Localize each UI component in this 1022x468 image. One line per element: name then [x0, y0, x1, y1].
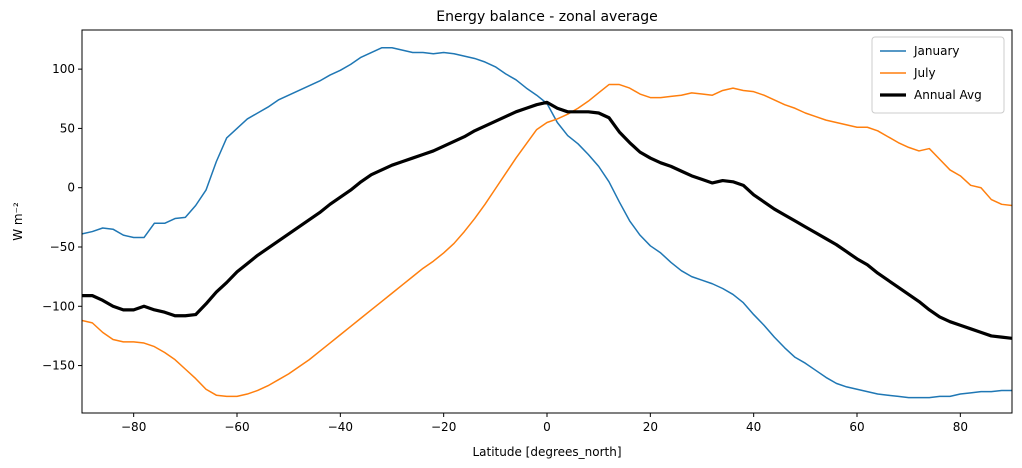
x-tick-label: 0 [543, 420, 551, 434]
legend-entry: Annual Avg [914, 88, 982, 102]
legend-entry: July [913, 66, 936, 80]
x-tick-label: −60 [224, 420, 249, 434]
y-tick-label: 50 [60, 121, 75, 135]
y-tick-label: −100 [42, 299, 75, 313]
y-tick-label: −150 [42, 359, 75, 373]
legend: January July Annual Avg [871, 36, 1005, 114]
series-layer [82, 47, 1012, 399]
y-axis-label: W m⁻² [11, 202, 25, 241]
y-axis: −150 −100 −50 0 50 100 [42, 62, 82, 373]
series-line-july [82, 83, 1012, 398]
x-tick-label: 40 [746, 420, 761, 434]
y-tick-label: 0 [67, 181, 75, 195]
x-tick-label: 80 [953, 420, 968, 434]
legend-entry: January [913, 44, 960, 58]
x-tick-label: 20 [643, 420, 658, 434]
x-tick-label: −40 [328, 420, 353, 434]
x-tick-label: 60 [849, 420, 864, 434]
chart-title: Energy balance - zonal average [436, 9, 658, 25]
x-axis-label: Latitude [degrees_north] [472, 445, 621, 459]
x-tick-label: −80 [121, 420, 146, 434]
series-line-annual-avg [82, 100, 1012, 340]
x-axis: −80 −60 −40 −20 0 20 40 60 80 [121, 413, 968, 434]
x-tick-label: −20 [431, 420, 456, 434]
y-tick-label: −50 [50, 240, 75, 254]
y-tick-label: 100 [52, 62, 75, 76]
